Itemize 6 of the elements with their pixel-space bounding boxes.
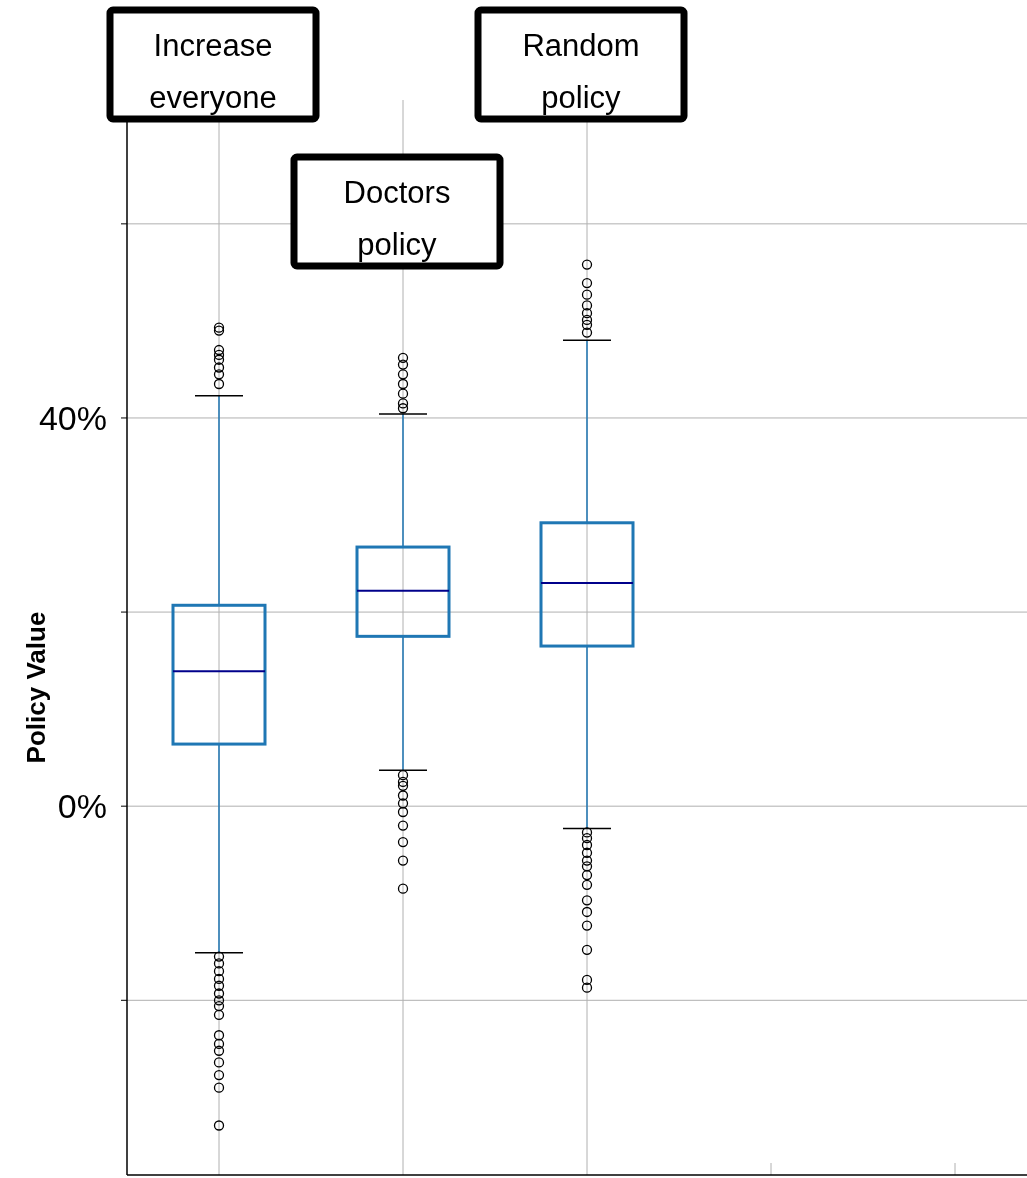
y-axis-title: Policy Value bbox=[21, 611, 51, 764]
y-tick-label: 0% bbox=[57, 787, 107, 826]
x-tick-label: Increase everyone bbox=[149, 28, 277, 115]
x-tick-label: Random policy bbox=[522, 28, 640, 115]
x-tick-label: Doctors policy bbox=[343, 175, 451, 262]
y-tick-label: 40% bbox=[38, 398, 107, 437]
